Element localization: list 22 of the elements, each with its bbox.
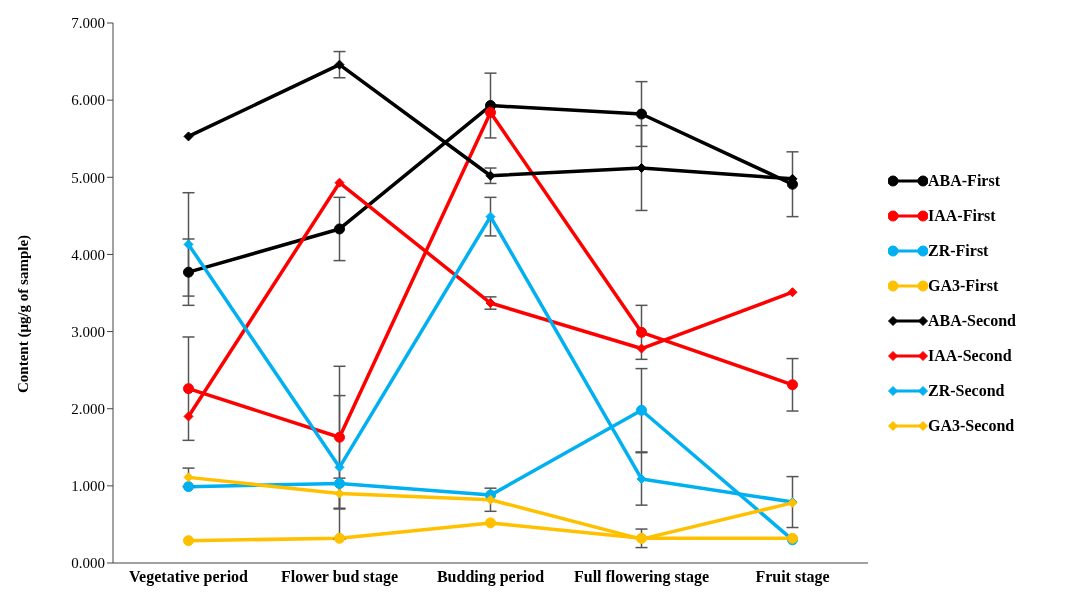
legend-label: ABA-First [928, 171, 1000, 190]
legend-label: IAA-First [928, 206, 996, 225]
y-tick-label: 0.000 [71, 555, 105, 572]
y-tick-label: 4.000 [71, 246, 105, 263]
y-tick-label: 6.000 [71, 92, 105, 109]
legend-label: ZR-First [928, 241, 989, 260]
x-tick-label: Flower bud stage [280, 568, 399, 587]
x-tick-label: Budding period [436, 568, 545, 587]
legend-label: IAA-Second [928, 346, 1012, 365]
legend-label: ABA-Second [928, 311, 1017, 330]
legend-label: GA3-Second [928, 416, 1015, 435]
x-tick-label: Vegetative period [129, 568, 249, 587]
y-axis-title: Content (μg/g of sample) [15, 234, 33, 393]
y-tick-label: 3.000 [71, 323, 105, 340]
y-tick-label: 1.000 [71, 478, 105, 495]
legend-label: ZR-Second [928, 381, 1005, 400]
x-tick-label: Full flowering stage [573, 568, 710, 587]
y-tick-label: 5.000 [71, 169, 105, 186]
y-tick-label: 7.000 [71, 15, 105, 32]
legend-label: GA3-First [928, 276, 999, 295]
y-tick-label: 2.000 [71, 401, 105, 418]
x-tick-label: Fruit stage [755, 568, 830, 587]
